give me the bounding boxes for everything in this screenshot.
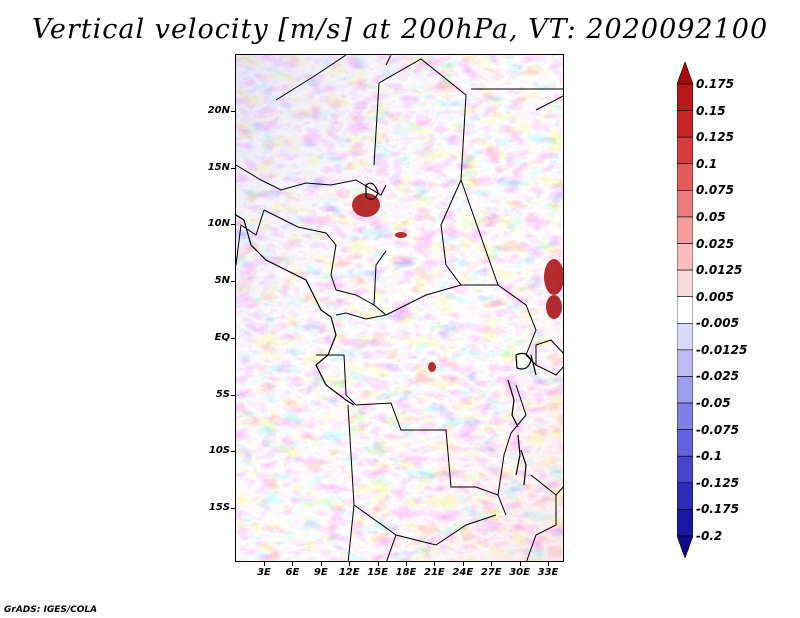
lon-label-24e: 24E: [452, 567, 474, 578]
colorbar-bin-0: [677, 62, 693, 85]
colorbar-label: 0.075: [696, 183, 734, 198]
colorbar-bin-7: [677, 243, 693, 271]
map-title: Vertical velocity [m/s] at 200hPa, VT: 2…: [31, 14, 769, 45]
colorbar-bin-17: [677, 509, 693, 537]
colorbar-bin-6: [677, 216, 693, 244]
lon-label-30e: 30E: [509, 567, 530, 578]
colorbar-label: -0.175: [696, 502, 739, 517]
lon-label-33e: 33E: [537, 567, 559, 578]
colorbar-bin-10: [677, 322, 693, 351]
colorbar-label: 0.1: [696, 156, 718, 171]
country-borders: [236, 55, 563, 561]
colorbar-bin-4: [677, 163, 693, 191]
velocity-map: [235, 54, 564, 562]
strong-updraft-cells: [352, 193, 563, 372]
lat-label-15n: 15N: [207, 161, 230, 173]
colorbar-bin-8: [677, 269, 693, 298]
colorbar-bin-1: [677, 83, 693, 111]
colorbar-bin-14: [677, 429, 693, 457]
lat-label-20n: 20N: [207, 105, 230, 116]
lat-label-10n: 10N: [207, 218, 230, 230]
colorbar-label: -0.2: [696, 529, 723, 543]
colorbar-label: -0.125: [696, 475, 739, 490]
lat-label-5s: 5S: [215, 388, 230, 400]
colorbar-label: 0.125: [696, 130, 734, 145]
colorbar-bin-2: [677, 110, 693, 138]
colorbar-bin-15: [677, 455, 693, 484]
colorbar-bin-5: [677, 190, 693, 218]
colorbar-bin-3: [677, 136, 693, 165]
coastline: [236, 214, 355, 406]
colorbar-label: 0.05: [696, 209, 726, 224]
colorbar-label: 0.0125: [696, 263, 743, 278]
colorbar-bin-9: [677, 296, 693, 324]
lakes: [365, 182, 537, 486]
lon-label-12e: 12E: [338, 567, 360, 578]
lon-label-3e: 3E: [257, 567, 271, 578]
colorbar-bin-12: [677, 376, 693, 404]
colorbar-label: 0.025: [696, 236, 734, 251]
map-field: [236, 55, 563, 561]
lon-label-15e: 15E: [367, 567, 388, 578]
colorbar-label: -0.05: [696, 396, 731, 411]
colorbar-bin-18: [677, 535, 693, 558]
lat-label-eq: EQ: [214, 331, 230, 343]
lon-label-6e: 6E: [285, 567, 300, 578]
lat-label-5n: 5N: [214, 275, 230, 287]
lon-label-9e: 9E: [313, 567, 328, 578]
lon-label-21e: 21E: [424, 567, 445, 578]
grads-credit: GrADS: IGES/COLA: [4, 605, 98, 615]
colorbar-label: -0.075: [696, 422, 739, 437]
colorbar-label: 0.175: [696, 77, 734, 91]
colorbar-label: -0.025: [696, 369, 739, 384]
colorbar-label: -0.1: [696, 449, 723, 464]
lon-label-27e: 27E: [480, 567, 502, 578]
lat-label-15s: 15S: [208, 501, 230, 513]
colorbar: [677, 62, 693, 558]
colorbar-bin-16: [677, 482, 693, 510]
colorbar-bin-11: [677, 349, 693, 377]
colorbar-label: -0.0125: [696, 342, 748, 357]
colorbar-bin-13: [677, 402, 693, 430]
colorbar-label: 0.005: [696, 289, 734, 304]
colorbar-label: -0.005: [696, 316, 739, 331]
colorbar-label: 0.15: [696, 103, 726, 118]
lon-label-18e: 18E: [395, 567, 417, 578]
lat-label-10s: 10S: [208, 445, 230, 457]
